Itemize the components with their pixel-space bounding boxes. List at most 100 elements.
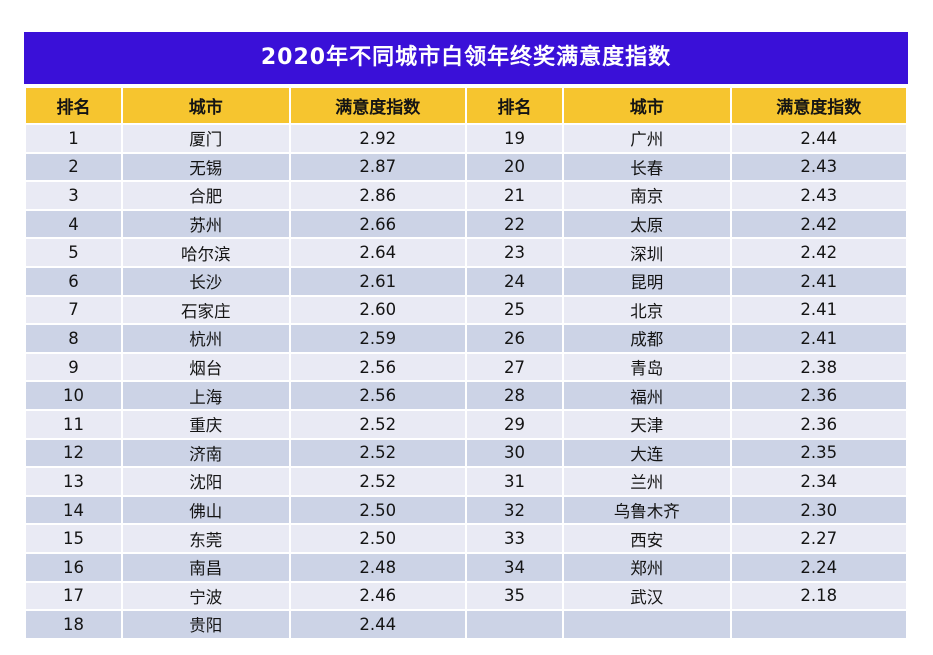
index-cell: 2.42 <box>729 208 909 240</box>
index-cell: 2.66 <box>288 208 467 240</box>
table-row: 15 东莞 2.50 33 西安 2.27 <box>23 523 909 554</box>
table-row: 11 重庆 2.52 29 天津 2.36 <box>23 408 909 440</box>
rank-cell: 35 <box>464 580 565 612</box>
city-cell: 武汉 <box>562 580 732 612</box>
table-row: 7 石家庄 2.60 25 北京 2.41 <box>23 294 909 326</box>
index-cell: 2.46 <box>288 580 467 612</box>
header-row: 排名 城市 满意度指数 排名 城市 满意度指数 <box>23 86 909 125</box>
table-row: 16 南昌 2.48 34 郑州 2.24 <box>23 551 909 583</box>
rank-cell: 22 <box>464 208 565 240</box>
city-cell: 广州 <box>562 123 732 154</box>
table-body: 1 厦门 2.92 19 广州 2.44 2 无锡 2.87 20 长春 2.43 3 合肥 2.86 21 南… <box>23 123 909 640</box>
index-cell <box>729 609 909 640</box>
city-cell: 合肥 <box>121 180 291 211</box>
rank-cell: 24 <box>464 265 565 297</box>
city-cell <box>562 609 732 640</box>
rank-cell: 12 <box>23 437 124 469</box>
header-city-left: 城市 <box>121 86 291 125</box>
index-cell: 2.52 <box>288 466 467 497</box>
rank-cell: 20 <box>464 151 565 183</box>
city-cell: 厦门 <box>121 123 291 154</box>
index-cell: 2.64 <box>288 237 467 268</box>
rank-cell: 11 <box>23 408 124 440</box>
city-cell: 太原 <box>562 208 732 240</box>
city-cell: 长沙 <box>121 265 291 297</box>
rank-cell: 31 <box>464 466 565 497</box>
table-row: 18 贵阳 2.44 <box>23 609 909 640</box>
city-cell: 济南 <box>121 437 291 469</box>
index-cell: 2.60 <box>288 294 467 326</box>
index-cell: 2.59 <box>288 323 467 354</box>
rank-cell: 32 <box>464 494 565 526</box>
index-cell: 2.56 <box>288 351 467 383</box>
city-cell: 郑州 <box>562 551 732 583</box>
table-row: 12 济南 2.52 30 大连 2.35 <box>23 437 909 469</box>
index-cell: 2.50 <box>288 494 467 526</box>
city-cell: 昆明 <box>562 265 732 297</box>
rank-cell <box>464 609 565 640</box>
table-row: 2 无锡 2.87 20 长春 2.43 <box>23 151 909 183</box>
city-cell: 深圳 <box>562 237 732 268</box>
index-cell: 2.34 <box>729 466 909 497</box>
index-cell: 2.30 <box>729 494 909 526</box>
city-cell: 大连 <box>562 437 732 469</box>
table-header: 排名 城市 满意度指数 排名 城市 满意度指数 <box>23 86 909 125</box>
index-cell: 2.52 <box>288 408 467 440</box>
index-cell: 2.18 <box>729 580 909 612</box>
rank-cell: 28 <box>464 380 565 411</box>
data-table: 排名 城市 满意度指数 排名 城市 满意度指数 1 厦门 2.92 19 广州 2.44 2… <box>23 86 909 640</box>
rank-cell: 34 <box>464 551 565 583</box>
city-cell: 东莞 <box>121 523 291 554</box>
index-cell: 2.41 <box>729 323 909 354</box>
table-row: 10 上海 2.56 28 福州 2.36 <box>23 380 909 411</box>
city-cell: 南昌 <box>121 551 291 583</box>
rank-cell: 16 <box>23 551 124 583</box>
table-row: 17 宁波 2.46 35 武汉 2.18 <box>23 580 909 612</box>
rank-cell: 29 <box>464 408 565 440</box>
city-cell: 苏州 <box>121 208 291 240</box>
rank-cell: 6 <box>23 265 124 297</box>
rank-cell: 3 <box>23 180 124 211</box>
index-cell: 2.86 <box>288 180 467 211</box>
index-cell: 2.24 <box>729 551 909 583</box>
index-cell: 2.42 <box>729 237 909 268</box>
city-cell: 乌鲁木齐 <box>562 494 732 526</box>
index-cell: 2.50 <box>288 523 467 554</box>
table-row: 14 佛山 2.50 32 乌鲁木齐 2.30 <box>23 494 909 526</box>
index-cell: 2.44 <box>288 609 467 640</box>
rank-cell: 30 <box>464 437 565 469</box>
index-cell: 2.44 <box>729 123 909 154</box>
rank-cell: 9 <box>23 351 124 383</box>
index-cell: 2.92 <box>288 123 467 154</box>
city-cell: 福州 <box>562 380 732 411</box>
city-cell: 南京 <box>562 180 732 211</box>
rank-cell: 4 <box>23 208 124 240</box>
rank-cell: 14 <box>23 494 124 526</box>
city-cell: 杭州 <box>121 323 291 354</box>
city-cell: 沈阳 <box>121 466 291 497</box>
rank-cell: 15 <box>23 523 124 554</box>
city-cell: 北京 <box>562 294 732 326</box>
rank-cell: 19 <box>464 123 565 154</box>
index-cell: 2.41 <box>729 265 909 297</box>
city-cell: 青岛 <box>562 351 732 383</box>
index-cell: 2.48 <box>288 551 467 583</box>
rank-cell: 17 <box>23 580 124 612</box>
table-row: 5 哈尔滨 2.64 23 深圳 2.42 <box>23 237 909 268</box>
header-index-left: 满意度指数 <box>288 86 467 125</box>
index-cell: 2.43 <box>729 151 909 183</box>
table-row: 6 长沙 2.61 24 昆明 2.41 <box>23 265 909 297</box>
city-cell: 贵阳 <box>121 609 291 640</box>
index-cell: 2.36 <box>729 408 909 440</box>
table-row: 3 合肥 2.86 21 南京 2.43 <box>23 180 909 211</box>
city-cell: 兰州 <box>562 466 732 497</box>
rank-cell: 25 <box>464 294 565 326</box>
city-cell: 宁波 <box>121 580 291 612</box>
index-cell: 2.36 <box>729 380 909 411</box>
city-cell: 烟台 <box>121 351 291 383</box>
index-cell: 2.27 <box>729 523 909 554</box>
table-title: 2020年不同城市白领年终奖满意度指数 <box>24 32 908 84</box>
city-cell: 无锡 <box>121 151 291 183</box>
index-cell: 2.38 <box>729 351 909 383</box>
